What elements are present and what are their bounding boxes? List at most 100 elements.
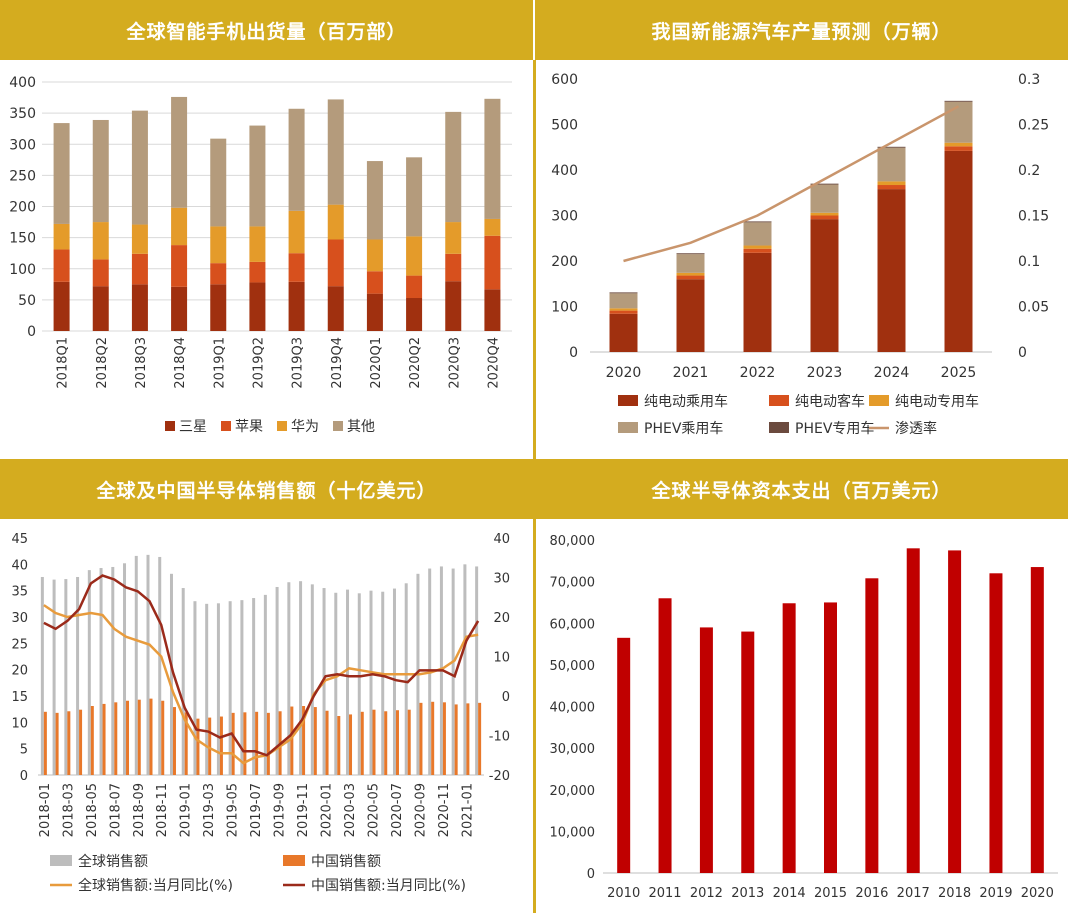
bar-china xyxy=(255,711,259,775)
legend-label: 纯电动专用车 xyxy=(895,393,979,410)
bar-segment xyxy=(92,286,109,331)
bar-global xyxy=(87,570,91,775)
bar-global xyxy=(252,598,256,775)
bar-china xyxy=(184,712,188,775)
bar-global xyxy=(346,589,350,775)
bar-segment xyxy=(445,222,462,254)
chart-panel-smartphone: 全球智能手机出货量（百万部） 0 50 100 150 200 250 300 350 400 2… xyxy=(0,0,533,457)
panel-divider xyxy=(533,60,536,913)
bar-china xyxy=(243,712,247,775)
bar-segment xyxy=(810,212,839,216)
y-tick-label: 0 xyxy=(587,867,595,882)
y-tick-label: 20 xyxy=(11,664,28,679)
bar xyxy=(1030,567,1044,873)
bar-segment xyxy=(676,279,705,352)
y2-tick-label: 0.2 xyxy=(1018,163,1040,179)
bar xyxy=(824,602,837,873)
bar-segment xyxy=(944,150,973,352)
bar-china xyxy=(79,709,83,775)
bar-segment xyxy=(249,282,266,331)
bar-segment xyxy=(810,183,839,185)
bar-segment xyxy=(210,263,227,285)
x-tick-label: 2011 xyxy=(648,886,681,901)
bar-global xyxy=(40,576,44,775)
x-tick-label: 2018Q2 xyxy=(95,337,110,389)
bar-segment xyxy=(366,271,383,294)
x-tick-label: 2018Q3 xyxy=(134,337,149,389)
legend-swatch xyxy=(333,421,343,431)
bar-global xyxy=(334,592,338,775)
legend-swatch xyxy=(618,395,638,406)
bar-segment xyxy=(877,185,906,190)
bar-segment xyxy=(249,125,266,227)
bar-segment xyxy=(810,184,839,213)
bar-segment xyxy=(171,286,188,331)
bar-global xyxy=(216,603,220,775)
bar-china xyxy=(102,703,106,775)
x-tick-label: 2018-03 xyxy=(61,783,76,837)
y2-tick-label: -10 xyxy=(489,730,510,745)
x-tick-label: 2019Q4 xyxy=(330,337,345,389)
bar-segment xyxy=(327,239,344,287)
bar-china xyxy=(419,702,423,775)
bar-segment xyxy=(288,108,305,211)
bar-global xyxy=(299,581,303,775)
bar-china xyxy=(372,709,376,775)
legend-label: 中国销售额 xyxy=(311,854,381,870)
bar-global xyxy=(99,568,103,775)
x-tick-label: 2022 xyxy=(740,365,776,381)
penetration-line xyxy=(623,105,960,263)
x-tick-label: 2020-01 xyxy=(320,783,335,837)
y-tick-label: 350 xyxy=(9,106,36,122)
bar-global xyxy=(310,584,314,775)
x-tick-label: 2018-09 xyxy=(132,783,147,837)
bar-segment xyxy=(743,245,772,249)
x-tick-label: 2018-05 xyxy=(85,783,100,837)
y-tick-label: 300 xyxy=(551,209,578,225)
chart-title: 全球半导体资本支出（百万美元） xyxy=(535,459,1068,519)
y-tick-label: 40,000 xyxy=(550,701,596,716)
bar-segment xyxy=(53,249,70,282)
bar-china xyxy=(478,702,482,775)
bar-global xyxy=(275,586,279,775)
x-tick-label: 2019-03 xyxy=(202,783,217,837)
legend-label: PHEV专用车 xyxy=(795,420,874,437)
x-tick-label: 2019Q2 xyxy=(251,337,266,389)
x-tick-label: 2024 xyxy=(874,365,910,381)
bar-segment xyxy=(92,259,109,287)
bar-china xyxy=(161,700,165,775)
bar-global xyxy=(134,555,138,775)
y-tick-label: 50,000 xyxy=(550,659,596,674)
x-tick-label: 2025 xyxy=(941,365,977,381)
bar-global xyxy=(123,563,127,775)
bar-china xyxy=(290,706,294,775)
legend-swatch xyxy=(769,422,789,433)
y-tick-label: 200 xyxy=(551,254,578,270)
y2-tick-label: 0.1 xyxy=(1018,254,1040,270)
bar-segment xyxy=(676,275,705,280)
legend-label: 其他 xyxy=(347,419,375,435)
x-tick-label: 2020-05 xyxy=(367,783,382,837)
bar-global xyxy=(240,600,244,775)
bar xyxy=(782,603,796,873)
bar-segment xyxy=(877,147,906,182)
bar-segment xyxy=(288,253,305,282)
y-tick-label: 10,000 xyxy=(550,825,596,840)
chart-panel-semiconductor-capex: 全球半导体资本支出（百万美元） 0 10,000 20,000 30,000 40,00… xyxy=(535,459,1068,913)
bar-segment xyxy=(743,252,772,352)
bar-segment xyxy=(445,281,462,331)
bar-segment xyxy=(366,293,383,331)
bar xyxy=(989,573,1003,873)
bar-china xyxy=(349,714,353,775)
bar-segment xyxy=(609,293,638,309)
bar-segment xyxy=(249,261,266,283)
bar-china xyxy=(431,701,435,775)
y2-tick-label: 0.25 xyxy=(1018,118,1049,134)
bar-segment xyxy=(53,223,70,250)
bar-segment xyxy=(810,215,839,220)
legend-swatch xyxy=(283,855,305,866)
semiconductor-capex-chart: 0 10,000 20,000 30,000 40,000 50,000 60,000 70,… xyxy=(550,534,1058,901)
bar-segment xyxy=(445,253,462,282)
y2-tick-label: -20 xyxy=(489,769,510,784)
bar-segment xyxy=(92,119,109,223)
